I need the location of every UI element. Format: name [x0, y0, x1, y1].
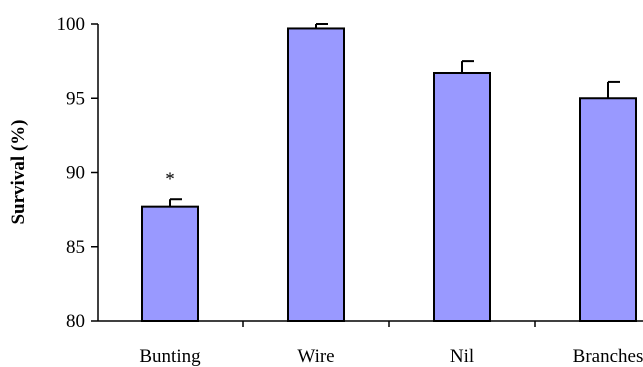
error-bars-layer — [169, 23, 620, 207]
category-label-bunting: Bunting — [139, 346, 201, 367]
bar-branches — [579, 97, 637, 322]
y-tick-label: 85 — [66, 237, 85, 258]
category-label-wire: Wire — [297, 346, 334, 367]
y-tick-label: 90 — [66, 163, 85, 184]
category-label-branches: Branches — [573, 346, 643, 367]
y-axis-title: Survival (%) — [8, 119, 29, 224]
bar-bunting — [141, 205, 199, 322]
y-tick-label: 100 — [57, 14, 86, 35]
category-label-nil: Nil — [450, 346, 474, 367]
bars-layer — [141, 27, 637, 323]
category-labels-layer: Bunting Wire Nil Branches — [139, 346, 643, 367]
y-ticks-layer: 80 85 90 95 100 — [57, 14, 536, 332]
significance-marker: * — [165, 169, 175, 190]
y-tick-label: 80 — [66, 311, 85, 332]
annotations-layer: * — [165, 169, 175, 190]
bar-wire — [287, 27, 345, 323]
bar-nil — [433, 72, 491, 322]
y-tick-label: 95 — [66, 88, 85, 109]
